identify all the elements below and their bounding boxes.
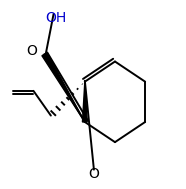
Text: O: O — [89, 167, 99, 181]
Text: O: O — [26, 44, 37, 58]
Polygon shape — [82, 82, 87, 122]
Text: OH: OH — [45, 12, 66, 26]
Polygon shape — [42, 53, 85, 122]
